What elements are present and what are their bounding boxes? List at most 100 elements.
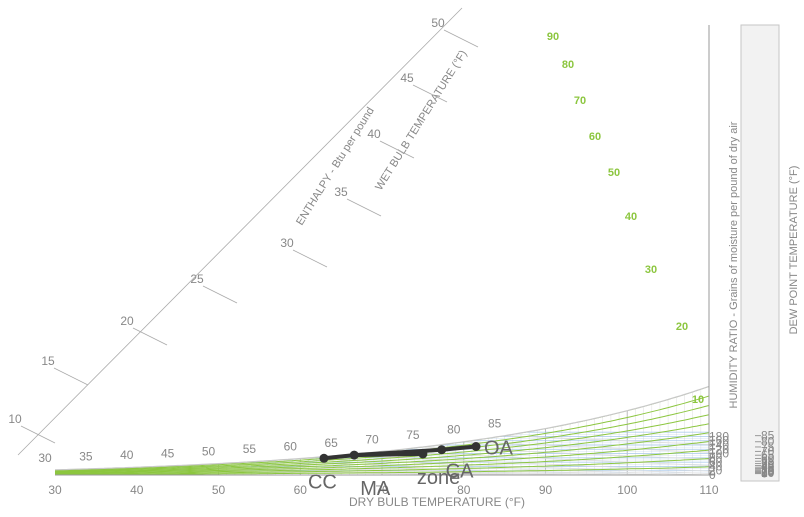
rh-label-30: 30 <box>645 264 657 276</box>
process-point-label-oa: OA <box>484 438 514 460</box>
process-point-label-ma: MA <box>360 478 391 500</box>
humidity-tick-label: 160 <box>709 434 729 448</box>
wet-bulb-tick-label: 65 <box>324 436 338 450</box>
rh-label-50: 50 <box>608 167 620 179</box>
process-point-oa <box>471 442 481 451</box>
x-tick-label: 30 <box>48 483 62 497</box>
wet-bulb-line <box>381 451 709 472</box>
rh-label-60: 60 <box>589 131 601 143</box>
enthalpy-tick <box>292 249 328 268</box>
humidity-tick-label: 40 <box>709 459 723 473</box>
x-tick-label: 50 <box>212 483 226 497</box>
humidity-tick-label: 80 <box>709 451 723 465</box>
rh-curve-10 <box>55 466 709 475</box>
enthalpy-tick-label: 35 <box>334 185 348 199</box>
rh-curve-50 <box>55 432 709 473</box>
dewpoint-tick-label: 40 <box>761 460 775 474</box>
enthalpy-tick-label: 30 <box>280 236 294 250</box>
rh-label-70: 70 <box>574 95 586 107</box>
wet-bulb-line <box>504 435 709 456</box>
enthalpy-axis-title: ENTHALPY - Btu per pound <box>294 105 377 227</box>
wet-bulb-tick-label: 70 <box>365 432 379 446</box>
dewpoint-tick-label: 50 <box>761 457 775 471</box>
dewpoint-tick-label: 25 <box>761 464 775 478</box>
dewpoint-tick-label: 80 <box>761 435 775 449</box>
enthalpy-tick <box>379 140 415 159</box>
x-tick-label: 80 <box>457 483 471 497</box>
process-point-label-ca: CA <box>446 461 474 483</box>
x-axis-title: DRY BULB TEMPERATURE (°F) <box>349 495 525 509</box>
rh-curve-20 <box>55 458 709 475</box>
wet-bulb-tick-label: 45 <box>161 447 175 461</box>
dewpoint-tick-label: 75 <box>761 440 775 454</box>
enthalpy-tick-label: 15 <box>41 354 55 368</box>
process-point-cc <box>319 453 329 463</box>
x-tick-label: 110 <box>699 483 718 497</box>
rh-curve-30 <box>55 449 709 474</box>
process-point-label-zone: zone <box>417 467 460 489</box>
humidity-tick-label: 100 <box>709 447 729 461</box>
dewpoint-axis-title: DEW POINT TEMPERATURE (°F) <box>788 166 800 335</box>
x-tick-label: 100 <box>617 483 637 497</box>
enthalpy-tick-label: 25 <box>190 272 204 286</box>
rh-curve-60 <box>55 423 709 473</box>
enthalpy-tick-label: 10 <box>8 412 22 426</box>
wet-bulb-tick-label: 85 <box>488 417 502 431</box>
dewpoint-tick-label: 60 <box>761 451 775 465</box>
wet-bulb-tick-label: 80 <box>447 423 461 437</box>
wet-bulb-tick-label: 75 <box>406 428 420 442</box>
humidity-tick-label: 0 <box>709 468 716 482</box>
dewpoint-tick-label: 65 <box>761 448 775 462</box>
enthalpy-tick <box>412 84 448 103</box>
dewpoint-tick-label: 10 <box>761 466 775 480</box>
enthalpy-tick-label: 50 <box>431 16 445 30</box>
enthalpy-tick <box>202 285 238 304</box>
dewpoint-tick-label: 70 <box>761 444 775 458</box>
dewpoint-scale-box <box>740 24 780 482</box>
dewpoint-tick-label: 0 <box>761 467 768 481</box>
enthalpy-tick-label: 45 <box>400 71 414 85</box>
process-line-1 <box>352 452 425 458</box>
wet-bulb-tick-label: 50 <box>202 445 216 459</box>
rh-curve-70 <box>55 414 709 472</box>
rh-label-20: 20 <box>676 321 688 333</box>
wet-bulb-tick-label: 40 <box>120 448 134 462</box>
rh-curve-40 <box>55 441 709 474</box>
rh-label-40: 40 <box>625 211 637 223</box>
dewpoint-tick-label: 35 <box>761 462 775 476</box>
enthalpy-tick <box>443 29 479 48</box>
chart-plot-area <box>55 386 709 475</box>
enthalpy-scale-line <box>17 7 463 456</box>
enthalpy-tick <box>132 327 168 346</box>
humidity-tick-label: 180 <box>709 429 729 443</box>
dewpoint-tick-label: 55 <box>761 454 775 468</box>
x-tick-label: 40 <box>130 483 144 497</box>
x-tick-label: 60 <box>294 483 308 497</box>
wet-bulb-axis-title: WET BULB TEMPERATURE (°F) <box>373 48 469 192</box>
wet-bulb-tick-label: 55 <box>243 442 257 456</box>
dewpoint-tick-label: 30 <box>761 463 775 477</box>
process-point-ma <box>349 450 359 460</box>
process-point-ca <box>437 445 447 455</box>
x-tick-label: 70 <box>375 483 389 497</box>
humidity-tick-label: 120 <box>709 442 729 456</box>
wet-bulb-tick-label: 60 <box>284 439 298 453</box>
dewpoint-tick-label: 20 <box>761 465 775 479</box>
enthalpy-tick-label: 40 <box>367 127 381 141</box>
dewpoint-tick-label: 15 <box>761 465 775 479</box>
humidity-tick-label: 60 <box>709 455 723 469</box>
humidity-tick-label: 140 <box>709 438 729 452</box>
dewpoint-tick-label: 85 <box>761 429 775 443</box>
wet-bulb-line <box>422 446 709 467</box>
enthalpy-tick <box>346 198 382 217</box>
rh-label-10: 10 <box>692 394 704 406</box>
humidity-axis-title: HUMIDITY RATIO - Grains of moisture per … <box>728 121 740 408</box>
x-tick-label: 90 <box>539 483 553 497</box>
dewpoint-tick-label: 5 <box>761 466 768 480</box>
process-point-label-cc: CC <box>308 471 337 493</box>
process-point-zone <box>418 449 428 459</box>
enthalpy-tick <box>53 367 89 386</box>
dewpoint-tick-label: 45 <box>761 459 775 473</box>
